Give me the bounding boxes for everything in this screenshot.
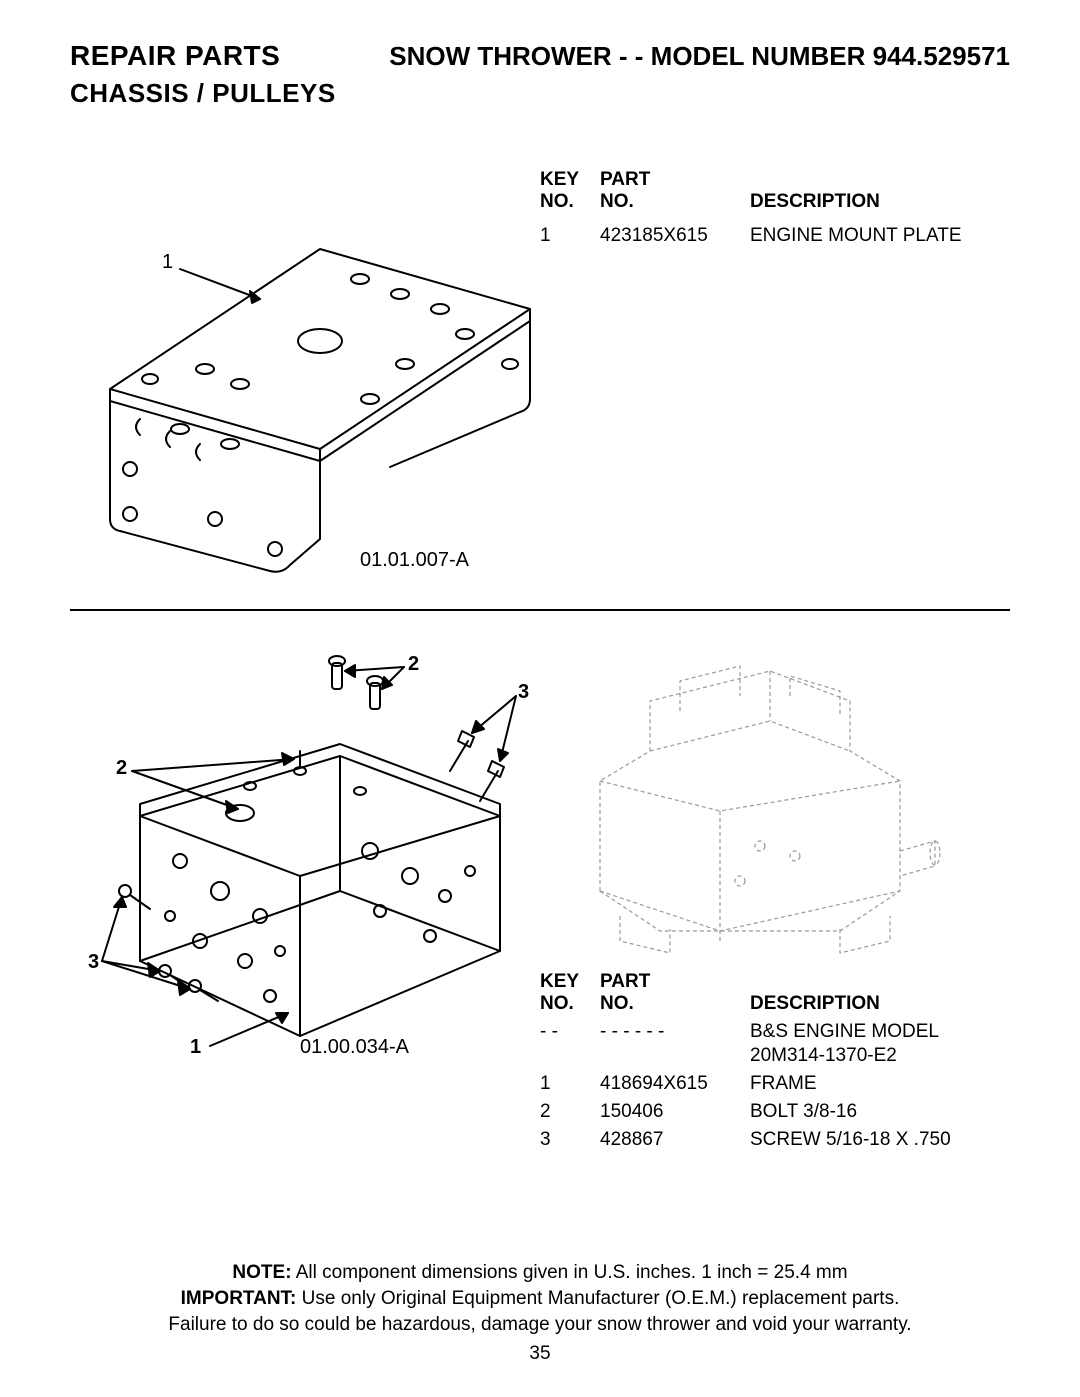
section2-right: KEY NO. PART NO. DESCRIPTION - - - - - -… <box>540 641 1010 1151</box>
cell-part: 418694X615 <box>600 1073 750 1095</box>
cell-desc: B&S ENGINE MODEL <box>750 1021 1010 1043</box>
cell-desc: FRAME <box>750 1073 1010 1095</box>
repair-parts-title: REPAIR PARTS <box>70 40 280 72</box>
diagram1-caption: 01.01.007-A <box>360 549 469 572</box>
th-partno: NO. <box>600 191 750 213</box>
note-label: NOTE: <box>232 1262 291 1283</box>
table2-header: KEY NO. PART NO. DESCRIPTION <box>540 971 1010 1015</box>
diagram-frame: 2 2 3 3 1 01.00.034-A <box>70 641 500 1071</box>
cell-desc: BOLT 3/8-16 <box>750 1101 1010 1123</box>
cell-key: 3 <box>540 1129 600 1151</box>
header: REPAIR PARTS SNOW THROWER - - MODEL NUMB… <box>70 40 1010 72</box>
callout-2a: 2 <box>408 653 419 676</box>
cell-key: 2 <box>540 1101 600 1123</box>
engine-mount-plate-icon <box>70 169 540 589</box>
cell-part: 423185X615 <box>600 225 750 247</box>
callout-1b: 1 <box>190 1036 201 1059</box>
cell-part <box>600 1045 750 1067</box>
footer-important: IMPORTANT: Use only Original Equipment M… <box>0 1286 1080 1312</box>
parts-table-1: KEY NO. PART NO. DESCRIPTION 1 423185X61… <box>540 169 1010 589</box>
diagram-engine <box>540 641 960 961</box>
cell-part: 428867 <box>600 1129 750 1151</box>
model-prefix: SNOW THROWER - - MODEL NUMBER <box>389 41 872 71</box>
cell-key: - - <box>540 1021 600 1043</box>
th-desc: DESCRIPTION <box>750 191 1010 213</box>
page-number: 35 <box>0 1341 1080 1367</box>
callout-3a: 3 <box>518 681 529 704</box>
cell-key: 1 <box>540 225 600 247</box>
table-row: 1 418694X615 FRAME <box>540 1073 1010 1095</box>
th-partno: NO. <box>600 993 750 1015</box>
section-divider <box>70 609 1010 611</box>
th-keyno: NO. <box>540 993 600 1015</box>
callout-3b: 3 <box>88 951 99 974</box>
th-key: KEY <box>540 169 600 191</box>
important-text: Use only Original Equipment Manufacturer… <box>296 1288 899 1309</box>
section-2: 2 2 3 3 1 01.00.034-A <box>70 641 1010 1151</box>
diagram-engine-mount-plate: 1 01.01.007-A <box>70 169 490 589</box>
table1-header: KEY NO. PART NO. DESCRIPTION <box>540 169 1010 213</box>
cell-key: 1 <box>540 1073 600 1095</box>
section-title: CHASSIS / PULLEYS <box>70 78 1010 109</box>
frame-icon <box>70 641 540 1071</box>
cell-key <box>540 1045 600 1067</box>
th-part: PART <box>600 971 750 993</box>
section-1: 1 01.01.007-A KEY NO. PART NO. DESCRIPTI… <box>70 169 1010 589</box>
table-row: - - - - - - - - B&S ENGINE MODEL <box>540 1021 1010 1043</box>
cell-part: 150406 <box>600 1101 750 1123</box>
table-row: 20M314-1370-E2 <box>540 1045 1010 1067</box>
th-keyno: NO. <box>540 191 600 213</box>
model-number: 944.529571 <box>873 41 1010 71</box>
engine-icon <box>540 641 960 961</box>
table-row: 2 150406 BOLT 3/8-16 <box>540 1101 1010 1123</box>
cell-part: - - - - - - <box>600 1021 750 1043</box>
th-key: KEY <box>540 971 600 993</box>
callout-1: 1 <box>162 251 173 274</box>
cell-desc: SCREW 5/16-18 X .750 <box>750 1129 1010 1151</box>
diagram2-caption: 01.00.034-A <box>300 1036 409 1059</box>
table-row: 3 428867 SCREW 5/16-18 X .750 <box>540 1129 1010 1151</box>
footer-warranty: Failure to do so could be hazardous, dam… <box>0 1312 1080 1338</box>
important-label: IMPORTANT: <box>181 1288 297 1309</box>
note-text: All component dimensions given in U.S. i… <box>292 1262 848 1283</box>
cell-desc: 20M314-1370-E2 <box>750 1045 1010 1067</box>
th-part: PART <box>600 169 750 191</box>
th-desc: DESCRIPTION <box>750 993 1010 1015</box>
model-line: SNOW THROWER - - MODEL NUMBER 944.529571 <box>389 41 1010 72</box>
table-row: 1 423185X615 ENGINE MOUNT PLATE <box>540 225 1010 247</box>
footer-note: NOTE: All component dimensions given in … <box>0 1260 1080 1286</box>
footer: NOTE: All component dimensions given in … <box>0 1260 1080 1367</box>
cell-desc: ENGINE MOUNT PLATE <box>750 225 1010 247</box>
callout-2b: 2 <box>116 757 127 780</box>
parts-table-2: KEY NO. PART NO. DESCRIPTION - - - - - -… <box>540 961 1010 1151</box>
